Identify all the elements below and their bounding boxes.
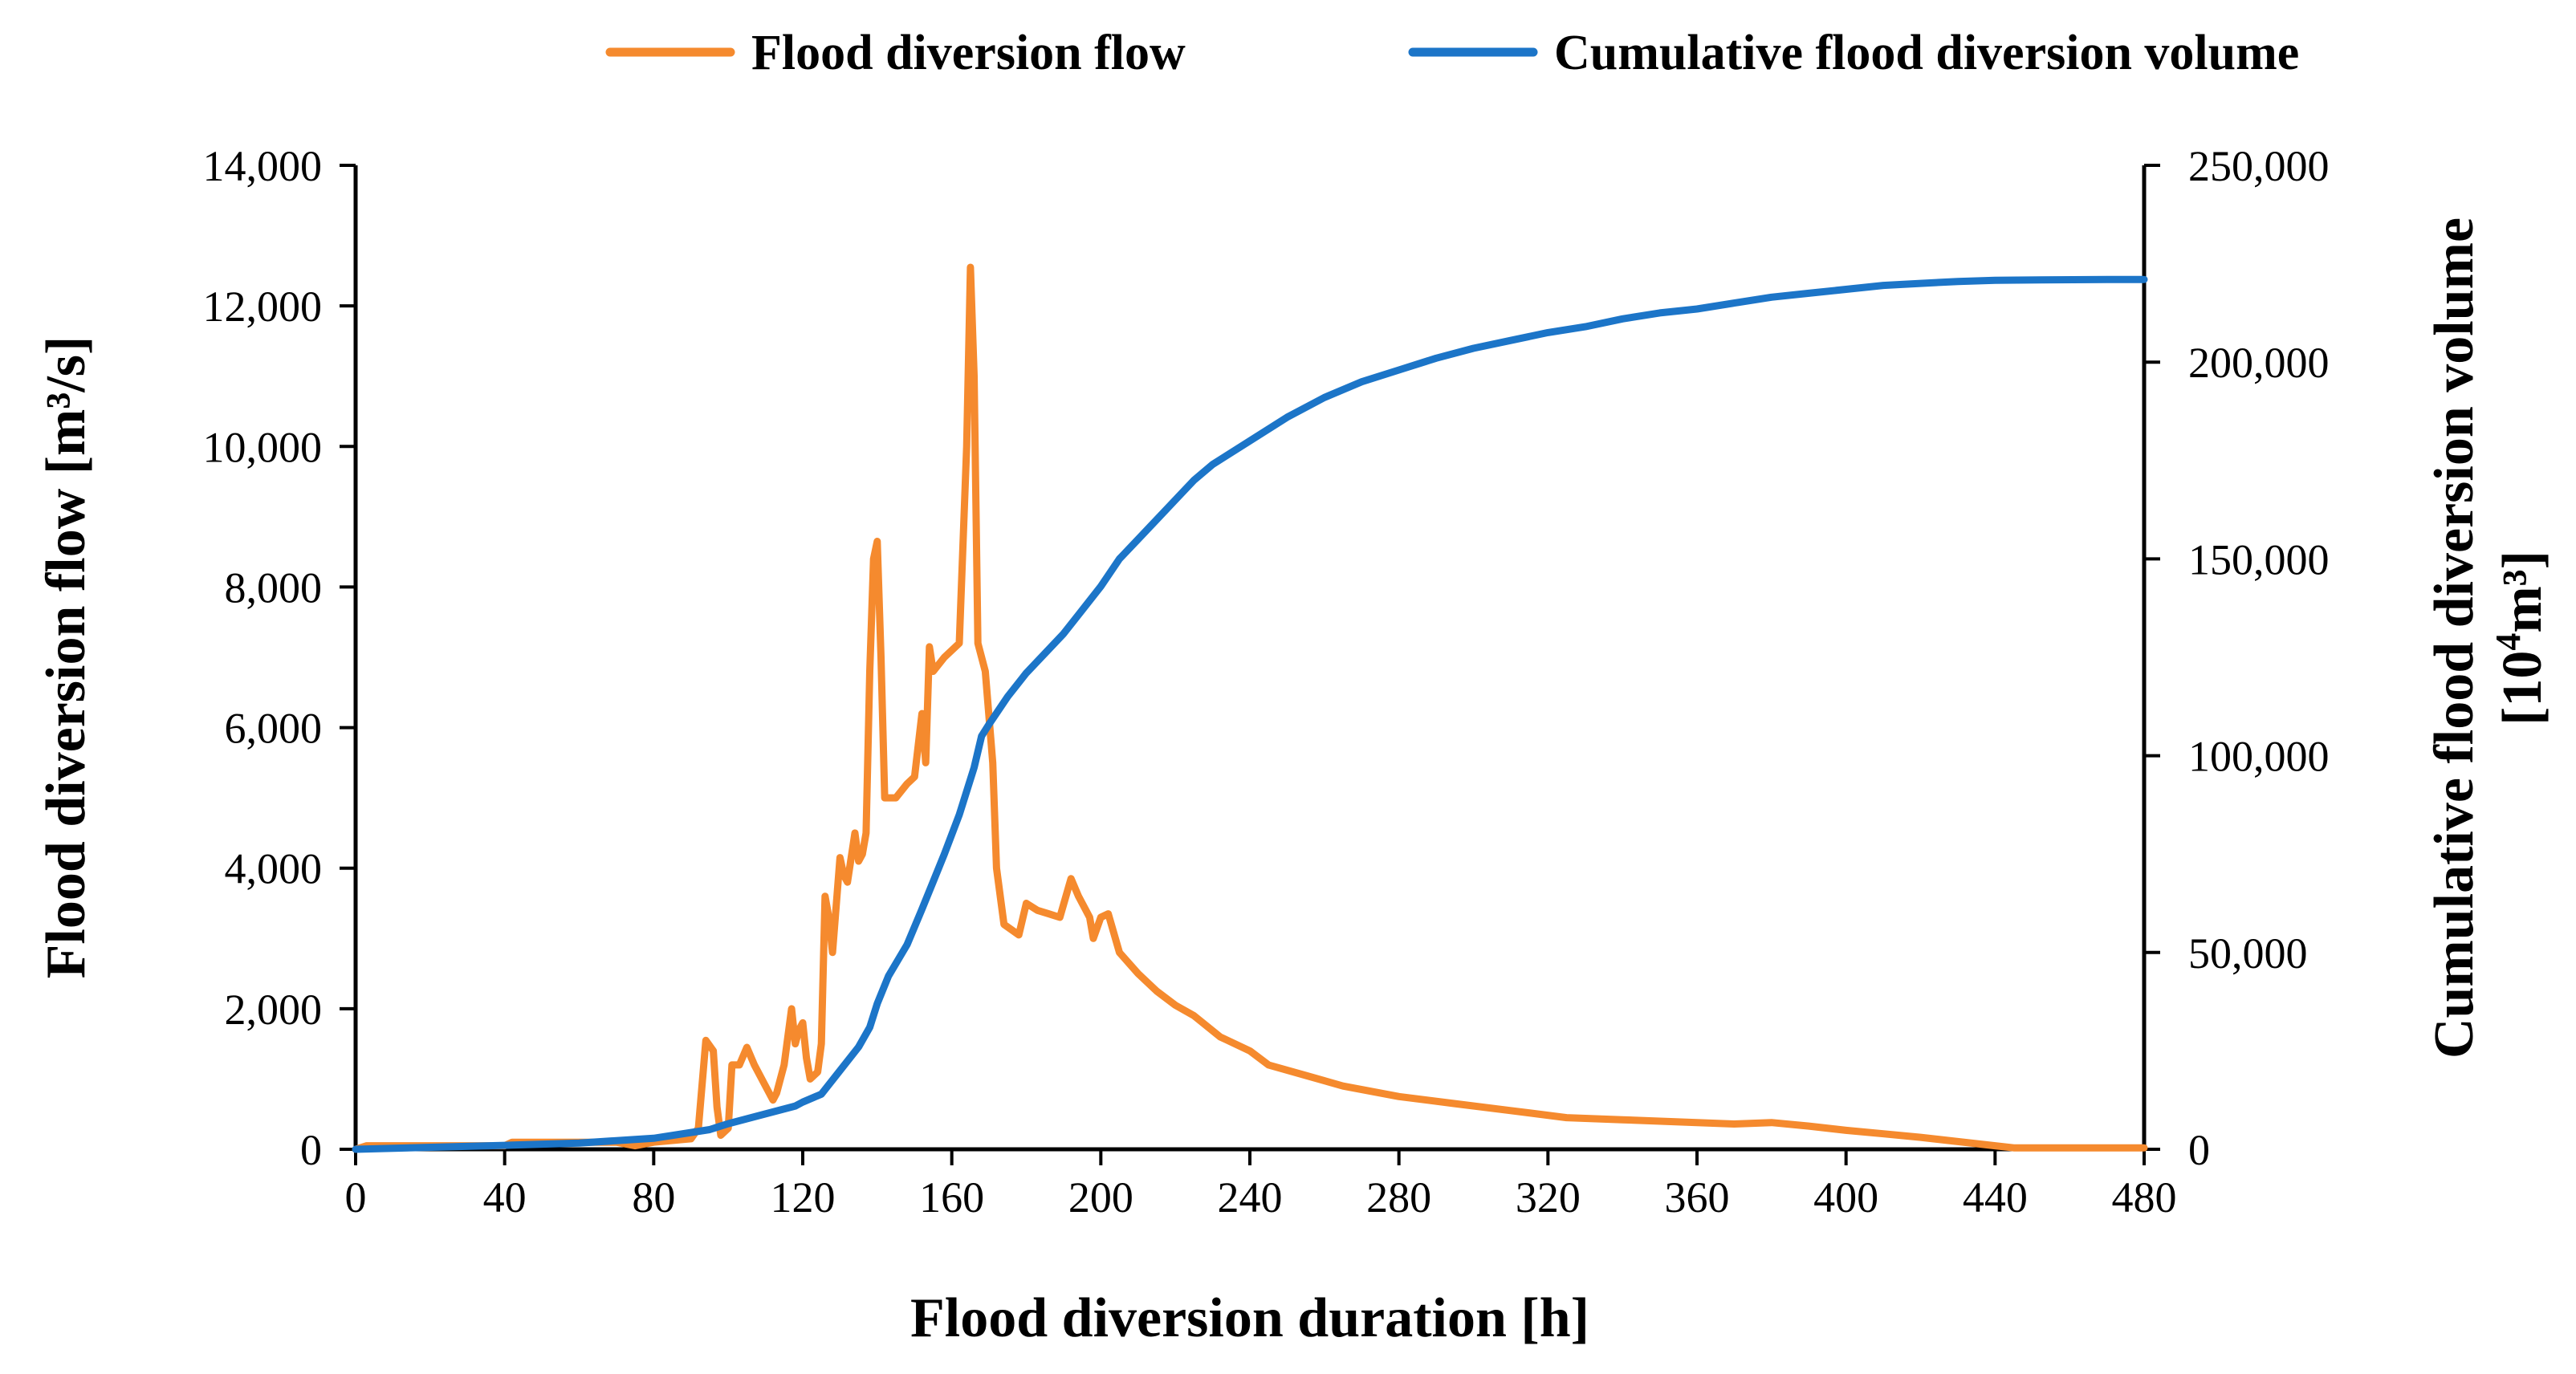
x-tick-label: 280 bbox=[1366, 1173, 1431, 1222]
x-axis-title: Flood diversion duration [h] bbox=[910, 1287, 1589, 1349]
y-tick-label: 10,000 bbox=[203, 423, 323, 471]
left-y-axis-title: Flood diversion flow [m³/s] bbox=[35, 336, 97, 979]
y2-unit-rest: m³] bbox=[2492, 551, 2554, 633]
y2-tick-label: 150,000 bbox=[2188, 535, 2330, 583]
y2-tick-label: 250,000 bbox=[2188, 142, 2330, 190]
y-tick-label: 4,000 bbox=[225, 845, 323, 893]
y-tick-label: 14,000 bbox=[203, 142, 323, 190]
x-tick-label: 40 bbox=[483, 1173, 527, 1222]
right-y-axis-title-line1: Cumulative flood diversion volume bbox=[2423, 217, 2485, 1059]
x-tick-label: 120 bbox=[771, 1173, 836, 1222]
y-tick-label: 0 bbox=[300, 1126, 322, 1174]
legend-label-flow: Flood diversion flow bbox=[751, 26, 1186, 80]
y2-tick-label: 0 bbox=[2188, 1126, 2210, 1174]
series-line-cumulative-volume bbox=[352, 275, 2148, 1153]
x-tick-label: 160 bbox=[919, 1173, 984, 1222]
x-tick-label: 480 bbox=[2112, 1173, 2177, 1222]
x-tick-label: 0 bbox=[345, 1173, 367, 1222]
legend: Flood diversion flow Cumulative flood di… bbox=[605, 26, 2299, 80]
y2-unit-exponent: 4 bbox=[2489, 633, 2528, 651]
y-tick-label: 2,000 bbox=[225, 986, 323, 1034]
y2-tick-label: 100,000 bbox=[2188, 733, 2330, 781]
x-tick-label: 440 bbox=[1963, 1173, 2028, 1222]
y-tick-label: 6,000 bbox=[225, 705, 323, 753]
right-y-axis-ticks: 0 50,000 100,000 150,000 200,000 250,000 bbox=[2144, 142, 2330, 1174]
x-tick-label: 400 bbox=[1813, 1173, 1878, 1222]
x-tick-label: 80 bbox=[632, 1173, 675, 1222]
y2-tick-label: 50,000 bbox=[2188, 929, 2308, 978]
y2-unit-base: [10 bbox=[2492, 651, 2554, 726]
left-y-axis-ticks: 0 2,000 4,000 6,000 8,000 10,000 12,000 14,000 bbox=[203, 142, 356, 1174]
x-tick-label: 360 bbox=[1665, 1173, 1730, 1222]
y-tick-label: 8,000 bbox=[225, 563, 323, 612]
x-axis-ticks: 0 40 80 120 160 200 240 280 320 360 400 440 480 bbox=[345, 1149, 2177, 1222]
legend-label-volume: Cumulative flood diversion volume bbox=[1554, 26, 2299, 80]
x-tick-label: 240 bbox=[1218, 1173, 1283, 1222]
right-y-axis-title-line2: [104m³] bbox=[2489, 551, 2554, 726]
series-line-flood-diversion-flow bbox=[352, 263, 2148, 1153]
x-tick-label: 200 bbox=[1068, 1173, 1133, 1222]
y2-tick-label: 200,000 bbox=[2188, 339, 2330, 387]
y-tick-label: 12,000 bbox=[203, 283, 323, 331]
x-tick-label: 320 bbox=[1516, 1173, 1581, 1222]
